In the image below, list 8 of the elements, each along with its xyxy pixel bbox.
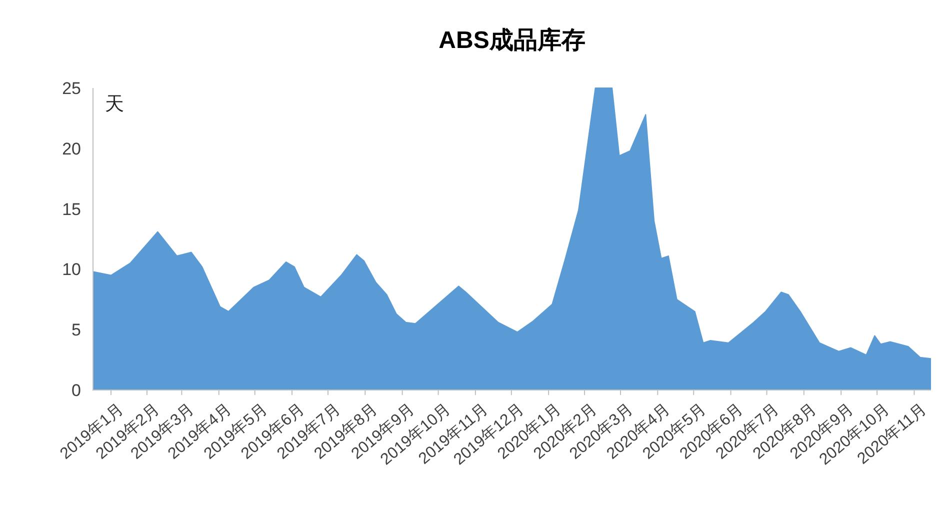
y-tick-label: 10 xyxy=(62,260,81,280)
y-tick-label: 15 xyxy=(62,200,81,219)
y-tick-label: 20 xyxy=(62,139,81,158)
chart-title: ABS成品库存 xyxy=(438,27,586,54)
y-tick-label: 25 xyxy=(62,78,81,98)
y-tick-label: 0 xyxy=(72,380,81,400)
y-tick-label: 5 xyxy=(72,320,81,340)
y-axis-title: 天 xyxy=(105,94,124,115)
